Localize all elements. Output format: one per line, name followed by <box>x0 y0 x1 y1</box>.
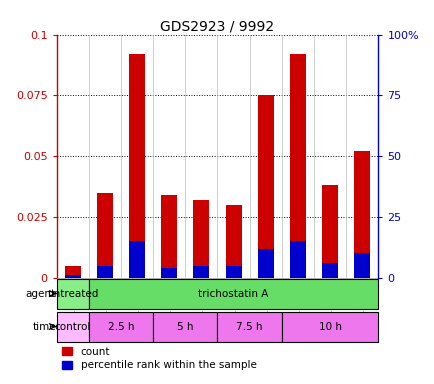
Bar <box>89 312 153 342</box>
Bar <box>281 312 378 342</box>
Text: 10 h: 10 h <box>318 321 341 331</box>
Text: 2.5 h: 2.5 h <box>108 321 134 331</box>
Bar <box>56 312 89 342</box>
Bar <box>257 95 273 278</box>
Bar <box>193 266 209 278</box>
Bar <box>65 275 81 278</box>
Bar <box>56 279 89 309</box>
Bar <box>97 266 113 278</box>
Text: 5 h: 5 h <box>177 321 193 331</box>
Bar <box>153 312 217 342</box>
Text: time: time <box>32 321 56 331</box>
Bar <box>225 205 241 278</box>
Bar <box>321 263 338 278</box>
Text: trichostatin A: trichostatin A <box>198 288 268 298</box>
Text: untreated: untreated <box>47 288 98 298</box>
Bar <box>353 151 369 278</box>
Text: agent: agent <box>26 288 56 298</box>
Bar <box>353 253 369 278</box>
Bar <box>321 185 338 278</box>
Bar <box>161 195 177 278</box>
Bar <box>128 54 145 278</box>
Text: 7.5 h: 7.5 h <box>236 321 262 331</box>
Bar <box>217 312 281 342</box>
Text: control: control <box>54 321 91 331</box>
Bar <box>257 248 273 278</box>
Title: GDS2923 / 9992: GDS2923 / 9992 <box>160 20 274 33</box>
Bar <box>289 241 305 278</box>
Legend: count, percentile rank within the sample: count, percentile rank within the sample <box>62 347 256 370</box>
Bar <box>65 266 81 278</box>
Bar <box>161 268 177 278</box>
Bar <box>128 241 145 278</box>
Bar <box>97 193 113 278</box>
Bar <box>193 200 209 278</box>
Bar <box>225 266 241 278</box>
Bar <box>289 54 305 278</box>
